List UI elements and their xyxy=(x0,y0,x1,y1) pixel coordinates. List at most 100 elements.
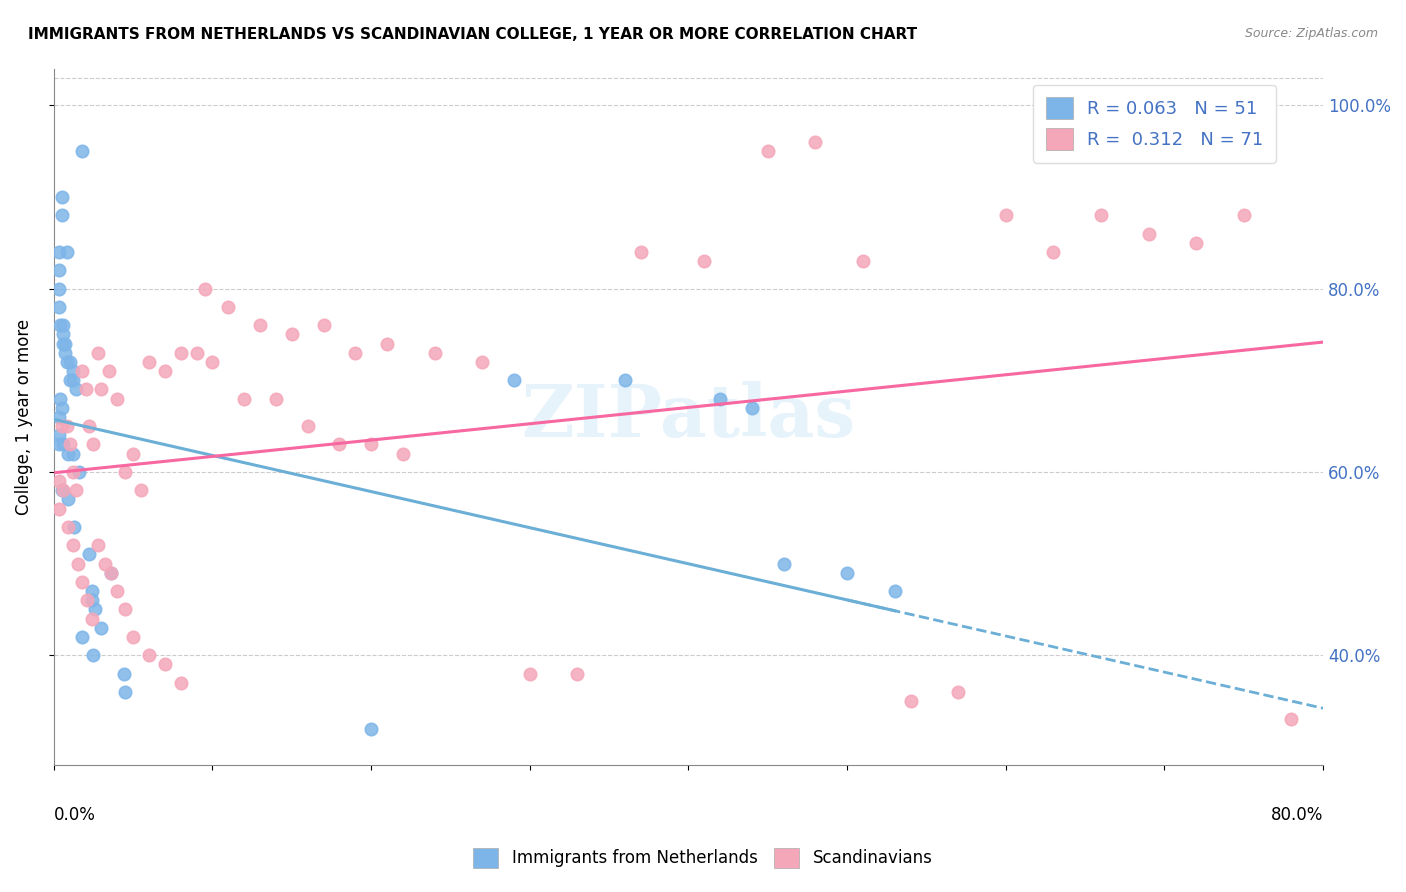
Point xyxy=(80,593,103,607)
Point xyxy=(52,327,75,342)
Point xyxy=(62,538,84,552)
Point xyxy=(49,392,72,406)
Point xyxy=(72,574,94,589)
Point xyxy=(741,401,763,415)
Point xyxy=(76,593,98,607)
Point xyxy=(344,345,367,359)
Point xyxy=(312,318,335,333)
Point xyxy=(100,566,122,580)
Point xyxy=(122,446,145,460)
Point xyxy=(360,437,382,451)
Point xyxy=(122,630,145,644)
Point xyxy=(217,300,239,314)
Point xyxy=(804,135,827,149)
Point xyxy=(114,685,136,699)
Point xyxy=(1042,244,1064,259)
Point xyxy=(138,355,160,369)
Point xyxy=(193,281,215,295)
Point xyxy=(503,373,526,387)
Point xyxy=(201,355,224,369)
Point xyxy=(249,318,271,333)
Point xyxy=(883,584,905,599)
Point xyxy=(328,437,350,451)
Point xyxy=(80,584,103,599)
Point xyxy=(51,208,73,222)
Point xyxy=(53,345,76,359)
Point xyxy=(837,566,859,580)
Point xyxy=(105,392,128,406)
Point xyxy=(100,566,122,580)
Point xyxy=(83,437,105,451)
Point xyxy=(48,300,70,314)
Point xyxy=(264,392,287,406)
Point xyxy=(48,409,70,424)
Point xyxy=(52,318,75,333)
Point xyxy=(567,666,589,681)
Legend: Immigrants from Netherlands, Scandinavians: Immigrants from Netherlands, Scandinavia… xyxy=(467,841,939,875)
Text: 80.0%: 80.0% xyxy=(1271,806,1323,824)
Point xyxy=(948,685,970,699)
Point xyxy=(233,392,256,406)
Text: ZIPatlas: ZIPatlas xyxy=(522,382,855,452)
Point xyxy=(48,501,70,516)
Point xyxy=(693,254,716,268)
Point xyxy=(93,557,115,571)
Point xyxy=(55,419,77,434)
Point xyxy=(360,722,382,736)
Point xyxy=(1279,713,1302,727)
Point xyxy=(53,336,76,351)
Text: IMMIGRANTS FROM NETHERLANDS VS SCANDINAVIAN COLLEGE, 1 YEAR OR MORE CORRELATION : IMMIGRANTS FROM NETHERLANDS VS SCANDINAV… xyxy=(28,27,917,42)
Point xyxy=(114,465,136,479)
Point xyxy=(56,492,79,507)
Point xyxy=(153,364,176,378)
Point xyxy=(1185,235,1208,250)
Point xyxy=(72,364,94,378)
Point xyxy=(98,364,121,378)
Point xyxy=(129,483,152,498)
Legend: R = 0.063   N = 51, R =  0.312   N = 71: R = 0.063 N = 51, R = 0.312 N = 71 xyxy=(1033,85,1277,163)
Point xyxy=(756,144,779,158)
Point xyxy=(80,611,103,625)
Point xyxy=(1233,208,1256,222)
Point xyxy=(77,419,100,434)
Point xyxy=(614,373,637,387)
Point xyxy=(77,548,100,562)
Point xyxy=(62,446,84,460)
Point xyxy=(66,557,89,571)
Point xyxy=(423,345,446,359)
Point xyxy=(75,383,97,397)
Point xyxy=(59,373,82,387)
Point xyxy=(105,584,128,599)
Point xyxy=(62,364,84,378)
Point xyxy=(51,401,73,415)
Point xyxy=(51,419,73,434)
Point xyxy=(170,675,193,690)
Point xyxy=(65,483,87,498)
Point xyxy=(55,244,77,259)
Point xyxy=(186,345,208,359)
Point xyxy=(709,392,731,406)
Point xyxy=(67,465,90,479)
Point xyxy=(87,538,110,552)
Point xyxy=(48,474,70,488)
Point xyxy=(994,868,1017,882)
Point xyxy=(375,336,398,351)
Point xyxy=(72,630,94,644)
Point xyxy=(772,557,794,571)
Point xyxy=(297,419,319,434)
Point xyxy=(852,254,875,268)
Point xyxy=(1137,227,1160,241)
Point xyxy=(59,355,82,369)
Point xyxy=(519,666,541,681)
Point xyxy=(62,465,84,479)
Point xyxy=(48,428,70,442)
Point xyxy=(55,355,77,369)
Point xyxy=(83,648,105,663)
Point xyxy=(62,373,84,387)
Y-axis label: College, 1 year or more: College, 1 year or more xyxy=(15,318,32,515)
Point xyxy=(138,648,160,663)
Point xyxy=(114,602,136,616)
Point xyxy=(52,336,75,351)
Point xyxy=(48,281,70,295)
Point xyxy=(51,190,73,204)
